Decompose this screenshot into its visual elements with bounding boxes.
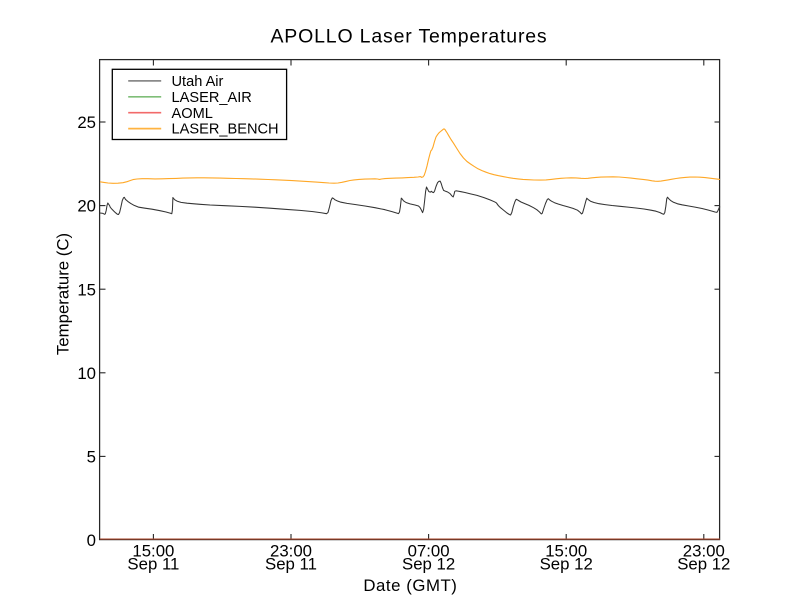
svg-text:25: 25	[77, 113, 96, 132]
svg-text:Sep 11: Sep 11	[127, 554, 179, 573]
svg-text:Sep 12: Sep 12	[540, 554, 593, 573]
svg-text:23:00: 23:00	[270, 541, 312, 560]
svg-text:Sep 11: Sep 11	[265, 554, 317, 573]
svg-text:Sep 12: Sep 12	[677, 554, 730, 573]
svg-text:15:00: 15:00	[545, 541, 587, 560]
svg-text:15: 15	[77, 280, 96, 299]
svg-text:5: 5	[87, 448, 96, 467]
svg-text:LASER_BENCH: LASER_BENCH	[172, 122, 279, 138]
svg-text:AOML: AOML	[172, 106, 213, 122]
svg-text:23:00: 23:00	[683, 541, 725, 560]
svg-text:10: 10	[77, 364, 96, 383]
svg-text:Date (GMT): Date (GMT)	[363, 576, 457, 595]
svg-text:0: 0	[87, 531, 96, 550]
svg-text:15:00: 15:00	[132, 541, 174, 560]
svg-text:20: 20	[77, 197, 96, 216]
svg-text:LASER_AIR: LASER_AIR	[172, 90, 252, 106]
svg-text:Sep 12: Sep 12	[402, 554, 455, 573]
svg-text:Utah Air: Utah Air	[172, 74, 224, 90]
svg-text:07:00: 07:00	[408, 541, 450, 560]
svg-text:APOLLO Laser Temperatures: APOLLO Laser Temperatures	[270, 26, 547, 48]
svg-text:Temperature (C): Temperature (C)	[54, 233, 73, 355]
